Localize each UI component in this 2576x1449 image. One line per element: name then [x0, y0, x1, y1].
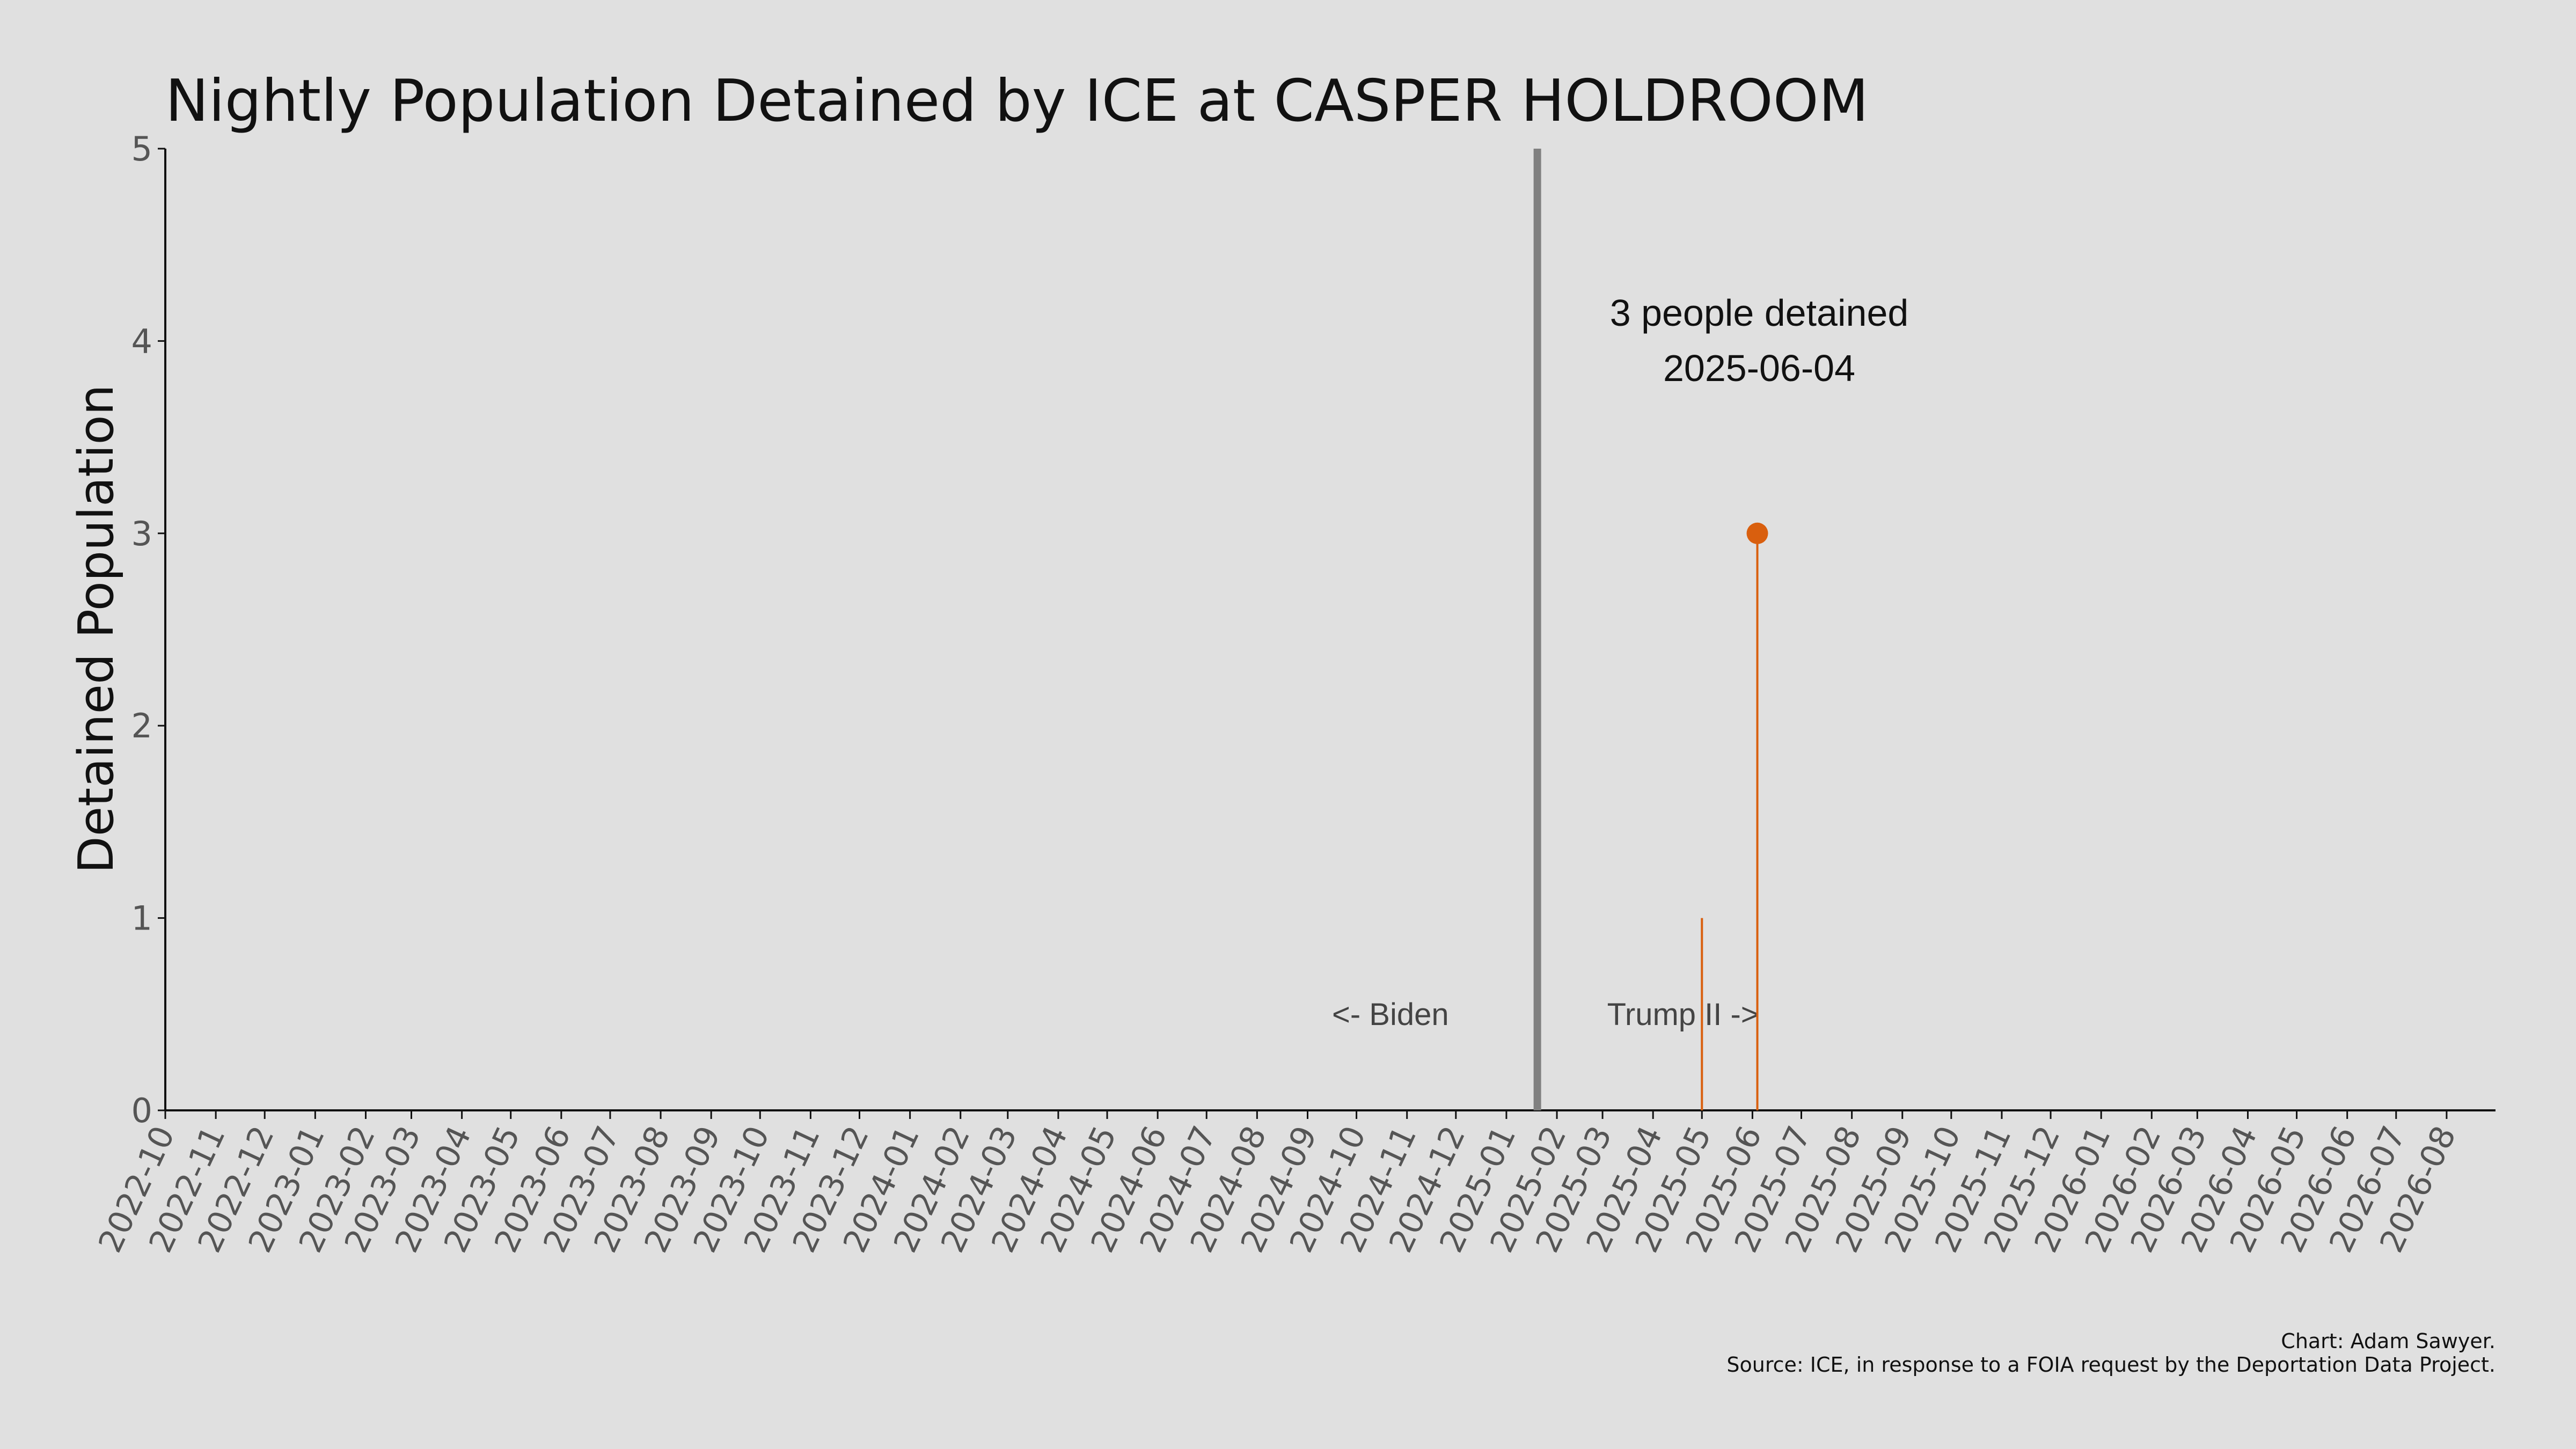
annotation-date: 2025-06-04: [1663, 347, 1855, 389]
highlight-point: [1746, 522, 1768, 544]
y-tick-label: 1: [131, 899, 152, 938]
credit-source: Source: ICE, in response to a FOIA reque…: [1726, 1353, 2496, 1377]
credit-author: Chart: Adam Sawyer.: [2281, 1329, 2496, 1353]
y-tick-label: 2: [131, 706, 152, 745]
era-label-biden: <- Biden: [1332, 997, 1449, 1032]
y-tick-label: 0: [131, 1091, 152, 1130]
plot-area: 0123452022-102022-112022-122023-012023-0…: [91, 129, 2496, 1258]
y-tick-label: 5: [131, 129, 152, 169]
era-label-trump: Trump II ->: [1607, 997, 1759, 1032]
annotation-count: 3 people detained: [1610, 292, 1909, 334]
y-tick-label: 4: [131, 321, 152, 361]
chart-title: Nightly Population Detained by ICE at CA…: [165, 68, 1869, 135]
y-tick-label: 3: [131, 514, 152, 553]
era-label-trump-background: [1598, 994, 1768, 1036]
y-axis-label: Detained Population: [68, 384, 125, 873]
